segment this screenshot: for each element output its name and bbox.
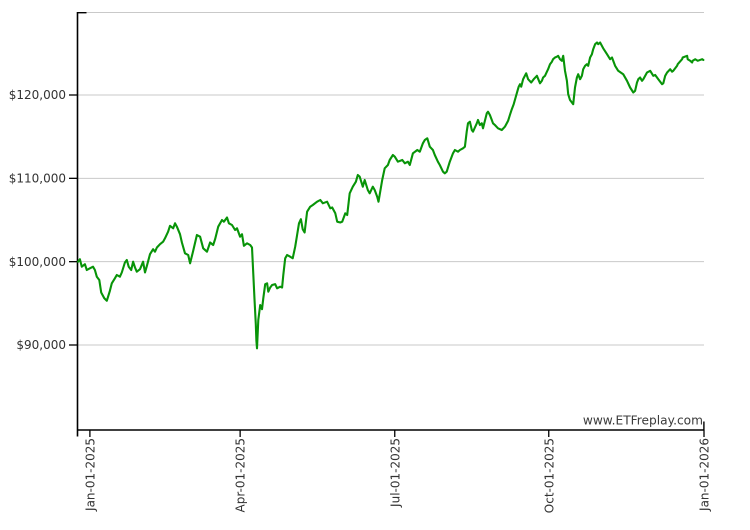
x-axis-tick-label: Jul-01-2025: [388, 438, 402, 508]
y-axis-tick-label: $90,000: [16, 338, 66, 352]
gridlines: [77, 94, 704, 346]
axis-frame: [76, 11, 705, 437]
x-axis-tick-label: Apr-01-2025: [234, 438, 248, 512]
x-axis-labels: Jan-01-2025 Apr-01-2025 Jul-01-2025 Oct-01-…: [83, 438, 711, 513]
x-axis-tick-label: Jan-01-2026: [698, 438, 712, 512]
y-axis-labels: $120,000 $110,000 $100,000 $90,000: [9, 88, 66, 352]
y-axis-tick-label: $110,000: [9, 172, 66, 186]
x-axis-ticks: [89, 430, 705, 437]
y-axis-ticks: [69, 94, 77, 346]
y-axis-tick-label: $100,000: [9, 255, 66, 269]
x-axis-tick-label: Oct-01-2025: [542, 438, 556, 513]
x-axis-tick-label: Jan-01-2025: [83, 438, 97, 512]
equity-line-series: [76, 41, 705, 350]
y-axis-tick-label: $120,000: [9, 88, 66, 102]
watermark-text: www.ETFreplay.com: [583, 414, 703, 428]
